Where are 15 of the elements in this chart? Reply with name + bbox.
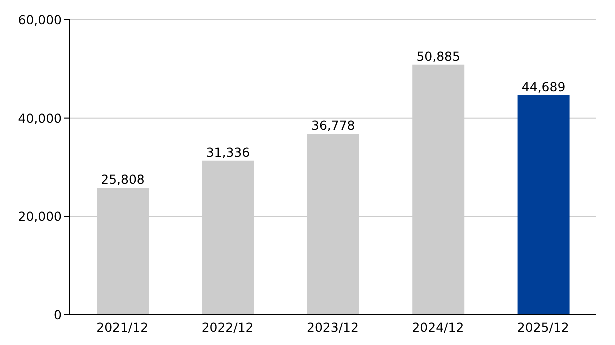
data-label: 44,689 (522, 79, 566, 94)
y-tick-label: 60,000 (18, 12, 62, 28)
x-tick-label: 2023/12 (307, 320, 359, 335)
data-label: 50,885 (416, 48, 460, 64)
x-tick-label: 2025/12 (517, 320, 570, 335)
bar (518, 95, 570, 315)
data-label: 31,336 (206, 144, 250, 160)
data-label: 25,808 (101, 172, 145, 188)
x-tick-label: 2024/12 (412, 320, 464, 335)
y-tick-label: 0 (54, 307, 62, 322)
y-tick-label: 20,000 (18, 209, 62, 224)
x-tick-label: 2022/12 (202, 320, 254, 335)
x-tick-label: 2021/12 (96, 320, 149, 335)
data-label: 36,778 (312, 118, 356, 134)
y-tick-label: 40,000 (18, 110, 62, 126)
